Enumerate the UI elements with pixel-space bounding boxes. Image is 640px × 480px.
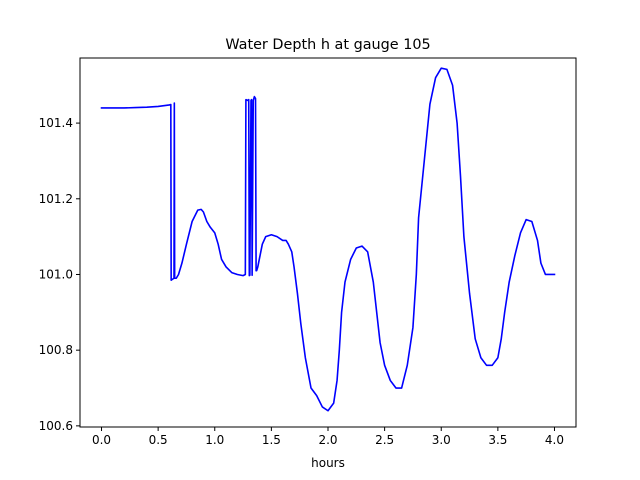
plot-area: 0.0 0.5 1.0 1.5 2.0 2.5 3.0 3.5 4.0 100.6 100.8 101… [39,57,577,447]
x-tick-label: 0.0 [92,433,111,447]
y-tick-label: 100.8 [39,343,73,357]
y-tick-label: 101.0 [39,267,73,281]
x-tick-label: 2.0 [318,433,337,447]
x-tick-label: 3.5 [488,433,507,447]
series-line-0 [100,67,556,412]
x-tick-label: 0.5 [149,433,168,447]
x-tick-label: 1.0 [205,433,224,447]
y-tick-label: 101.2 [39,192,73,206]
x-axis-label: hours [311,456,345,470]
x-tick-label: 4.0 [545,433,564,447]
y-tick-label: 101.4 [39,116,73,130]
x-tick-label: 1.5 [262,433,281,447]
chart-title: Water Depth h at gauge 105 [225,37,430,53]
y-tick-label: 100.6 [39,419,73,433]
x-tick-label: 3.0 [432,433,451,447]
x-tick-label: 2.5 [375,433,394,447]
